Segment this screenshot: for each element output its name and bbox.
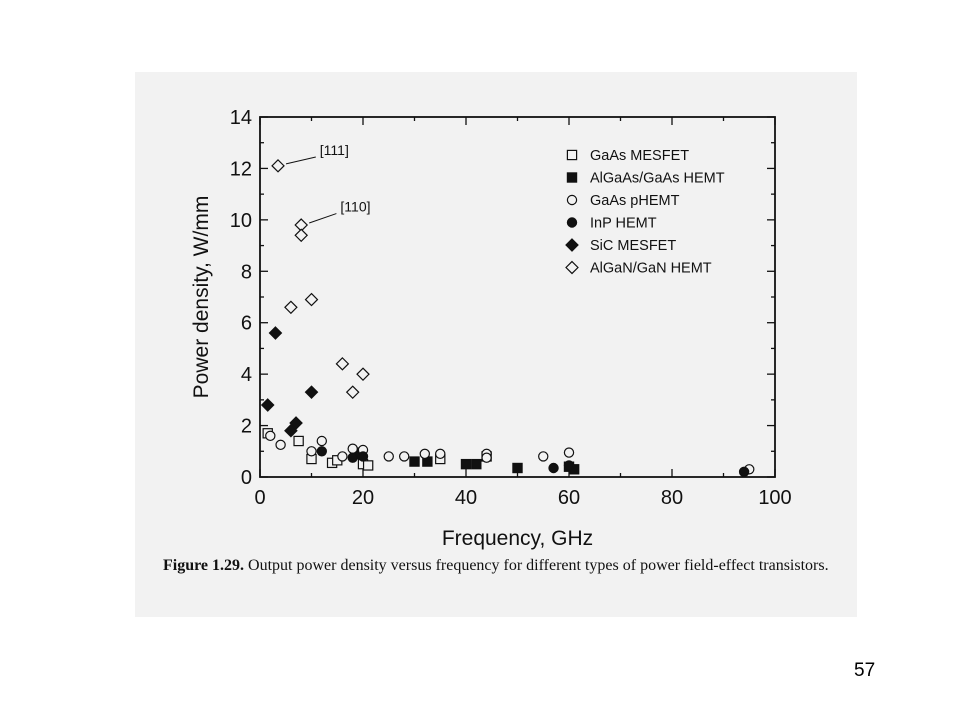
data-point [316,435,327,447]
figure-caption: Figure 1.29. Output power density versus… [163,556,853,576]
data-point [471,458,482,470]
legend-label: AlGaN/GaN HEMT [590,261,712,277]
y-tick-label: 6 [241,313,252,335]
data-point [293,435,304,447]
data-point [538,451,549,462]
legend-marker [566,149,578,161]
annotation-label: [110] [340,199,370,215]
x-tick-label: 80 [661,487,683,509]
data-point [738,466,750,478]
caption-text: Output power density versus frequency fo… [248,557,829,574]
page-number: 57 [854,660,876,681]
data-point [419,448,430,460]
legend-label: GaAs pHEMT [590,193,680,209]
data-point [512,462,523,474]
data-point [268,326,283,340]
legend-label: SiC MESFET [590,238,676,254]
annotation-leader-line [285,156,316,165]
data-point [357,451,369,462]
y-tick-label: 8 [241,261,252,283]
x-tick-label: 100 [758,487,791,509]
annotation-label: [111] [320,142,349,158]
data-point [306,446,317,457]
data-point [383,451,394,462]
data-point [548,462,559,474]
data-point [399,451,410,462]
data-point [563,460,575,471]
y-tick-label: 2 [241,416,252,438]
x-tick-label: 60 [558,487,580,509]
y-tick-label: 4 [241,364,252,386]
legend-marker [565,260,579,275]
data-point [260,398,275,412]
scatter-chart: 0 20 40 60 80 100 0 2 4 6 8 10 12 14 [111] [110] GaAs … [190,107,792,550]
legend-marker [566,172,578,183]
x-tick-label: 0 [254,487,265,509]
data-point [271,159,285,173]
data-point [316,446,327,457]
x-tick-label: 20 [352,487,374,509]
annotation-leader-line [309,213,337,224]
legend-marker [566,217,578,228]
data-point [275,439,286,451]
data-point [563,447,575,458]
y-tick-label: 0 [241,467,252,489]
legend-marker [565,238,579,252]
y-tick-label: 10 [230,210,252,232]
data-point [304,385,319,399]
data-point [347,443,358,454]
x-tick-label: 40 [455,487,477,509]
legend-marker [566,194,578,206]
data-point [289,416,303,430]
figure-scan: 0 20 40 60 80 100 0 2 4 6 8 10 12 14 [111] [110] GaAs … [135,72,857,617]
y-tick-label: 14 [230,107,252,129]
y-tick-label: 12 [230,158,252,180]
data-point [347,452,358,463]
data-point [335,357,350,371]
data-point [294,228,309,243]
caption-label: Figure 1.29. [163,557,245,574]
y-axis-title: Power density, W/mm [190,196,213,399]
data-point [304,292,319,307]
x-axis-title: Frequency, GHz [442,527,593,550]
legend-label: AlGaAs/GaAs HEMT [590,171,725,187]
data-point [284,423,298,438]
data-point [481,452,492,463]
data-point [409,456,420,467]
data-point [265,430,276,442]
data-point [435,448,446,460]
data-point [284,300,298,315]
data-point [460,458,472,470]
data-point [362,460,374,471]
legend-label: GaAs MESFET [590,148,689,164]
data-point [337,451,348,462]
data-point [356,367,370,381]
legend-label: InP HEMT [590,216,657,232]
data-point [345,385,360,399]
